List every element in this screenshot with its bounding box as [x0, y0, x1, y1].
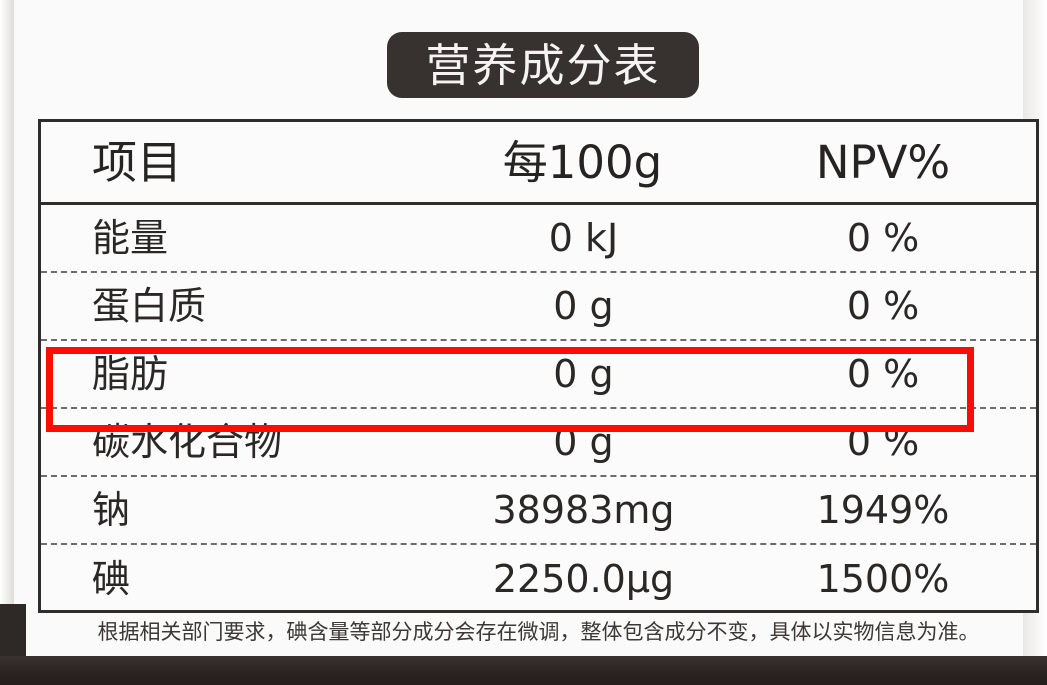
row-label-fat: 脂肪	[92, 352, 169, 396]
row-npv-carbohydrate: 0 %	[846, 420, 920, 464]
row-label-protein: 蛋白质	[92, 284, 207, 328]
row-value-iodine: 2250.0μg	[492, 557, 675, 601]
photo-edge-bottom	[0, 656, 1047, 685]
row-value-carbohydrate: 0 g	[553, 420, 614, 464]
row-label-iodine: 碘	[92, 557, 131, 601]
table-row-iodine: 碘 2250.0μg 1500%	[41, 545, 1036, 613]
row-label-carbohydrate: 碳水化合物	[92, 420, 283, 464]
row-label-energy: 能量	[92, 216, 169, 260]
table-row-fat: 脂肪 0 g 0 %	[41, 341, 1036, 409]
row-value-energy: 0 kJ	[548, 216, 619, 260]
row-npv-energy: 0 %	[846, 216, 920, 260]
row-label-sodium: 钠	[92, 488, 131, 532]
label-sheet: 营养成分表 项目 每100g NPV% 能量 0 kJ 0 % 蛋白质 0 g …	[14, 0, 1039, 657]
row-npv-fat: 0 %	[846, 352, 920, 396]
photo-edge-bottom-left	[0, 604, 26, 659]
table-row-carbohydrate: 碳水化合物 0 g 0 %	[41, 409, 1036, 477]
table-header-row: 项目 每100g NPV%	[41, 122, 1036, 205]
column-header-item: 项目	[92, 135, 183, 189]
nutrition-facts-table: 项目 每100g NPV% 能量 0 kJ 0 % 蛋白质 0 g 0 % 脂肪…	[38, 119, 1039, 613]
column-header-per-100g: 每100g	[502, 135, 663, 189]
row-value-sodium: 38983mg	[492, 488, 675, 532]
table-row-energy: 能量 0 kJ 0 %	[41, 205, 1036, 273]
footer-disclaimer-note: 根据相关部门要求，碘含量等部分成分会存在微调，整体包含成分不变，具体以实物信息为…	[97, 620, 980, 644]
row-value-fat: 0 g	[553, 352, 614, 396]
photo-edge-left	[0, 0, 14, 665]
column-header-npv: NPV%	[815, 135, 951, 189]
nutrition-title-badge: 营养成分表	[387, 32, 699, 98]
row-npv-protein: 0 %	[846, 284, 920, 328]
table-row-sodium: 钠 38983mg 1949%	[41, 477, 1036, 545]
nutrition-title-text: 营养成分表	[425, 38, 661, 92]
row-npv-iodine: 1500%	[816, 557, 950, 601]
row-value-protein: 0 g	[553, 284, 614, 328]
row-npv-sodium: 1949%	[816, 488, 950, 532]
table-row-protein: 蛋白质 0 g 0 %	[41, 273, 1036, 341]
